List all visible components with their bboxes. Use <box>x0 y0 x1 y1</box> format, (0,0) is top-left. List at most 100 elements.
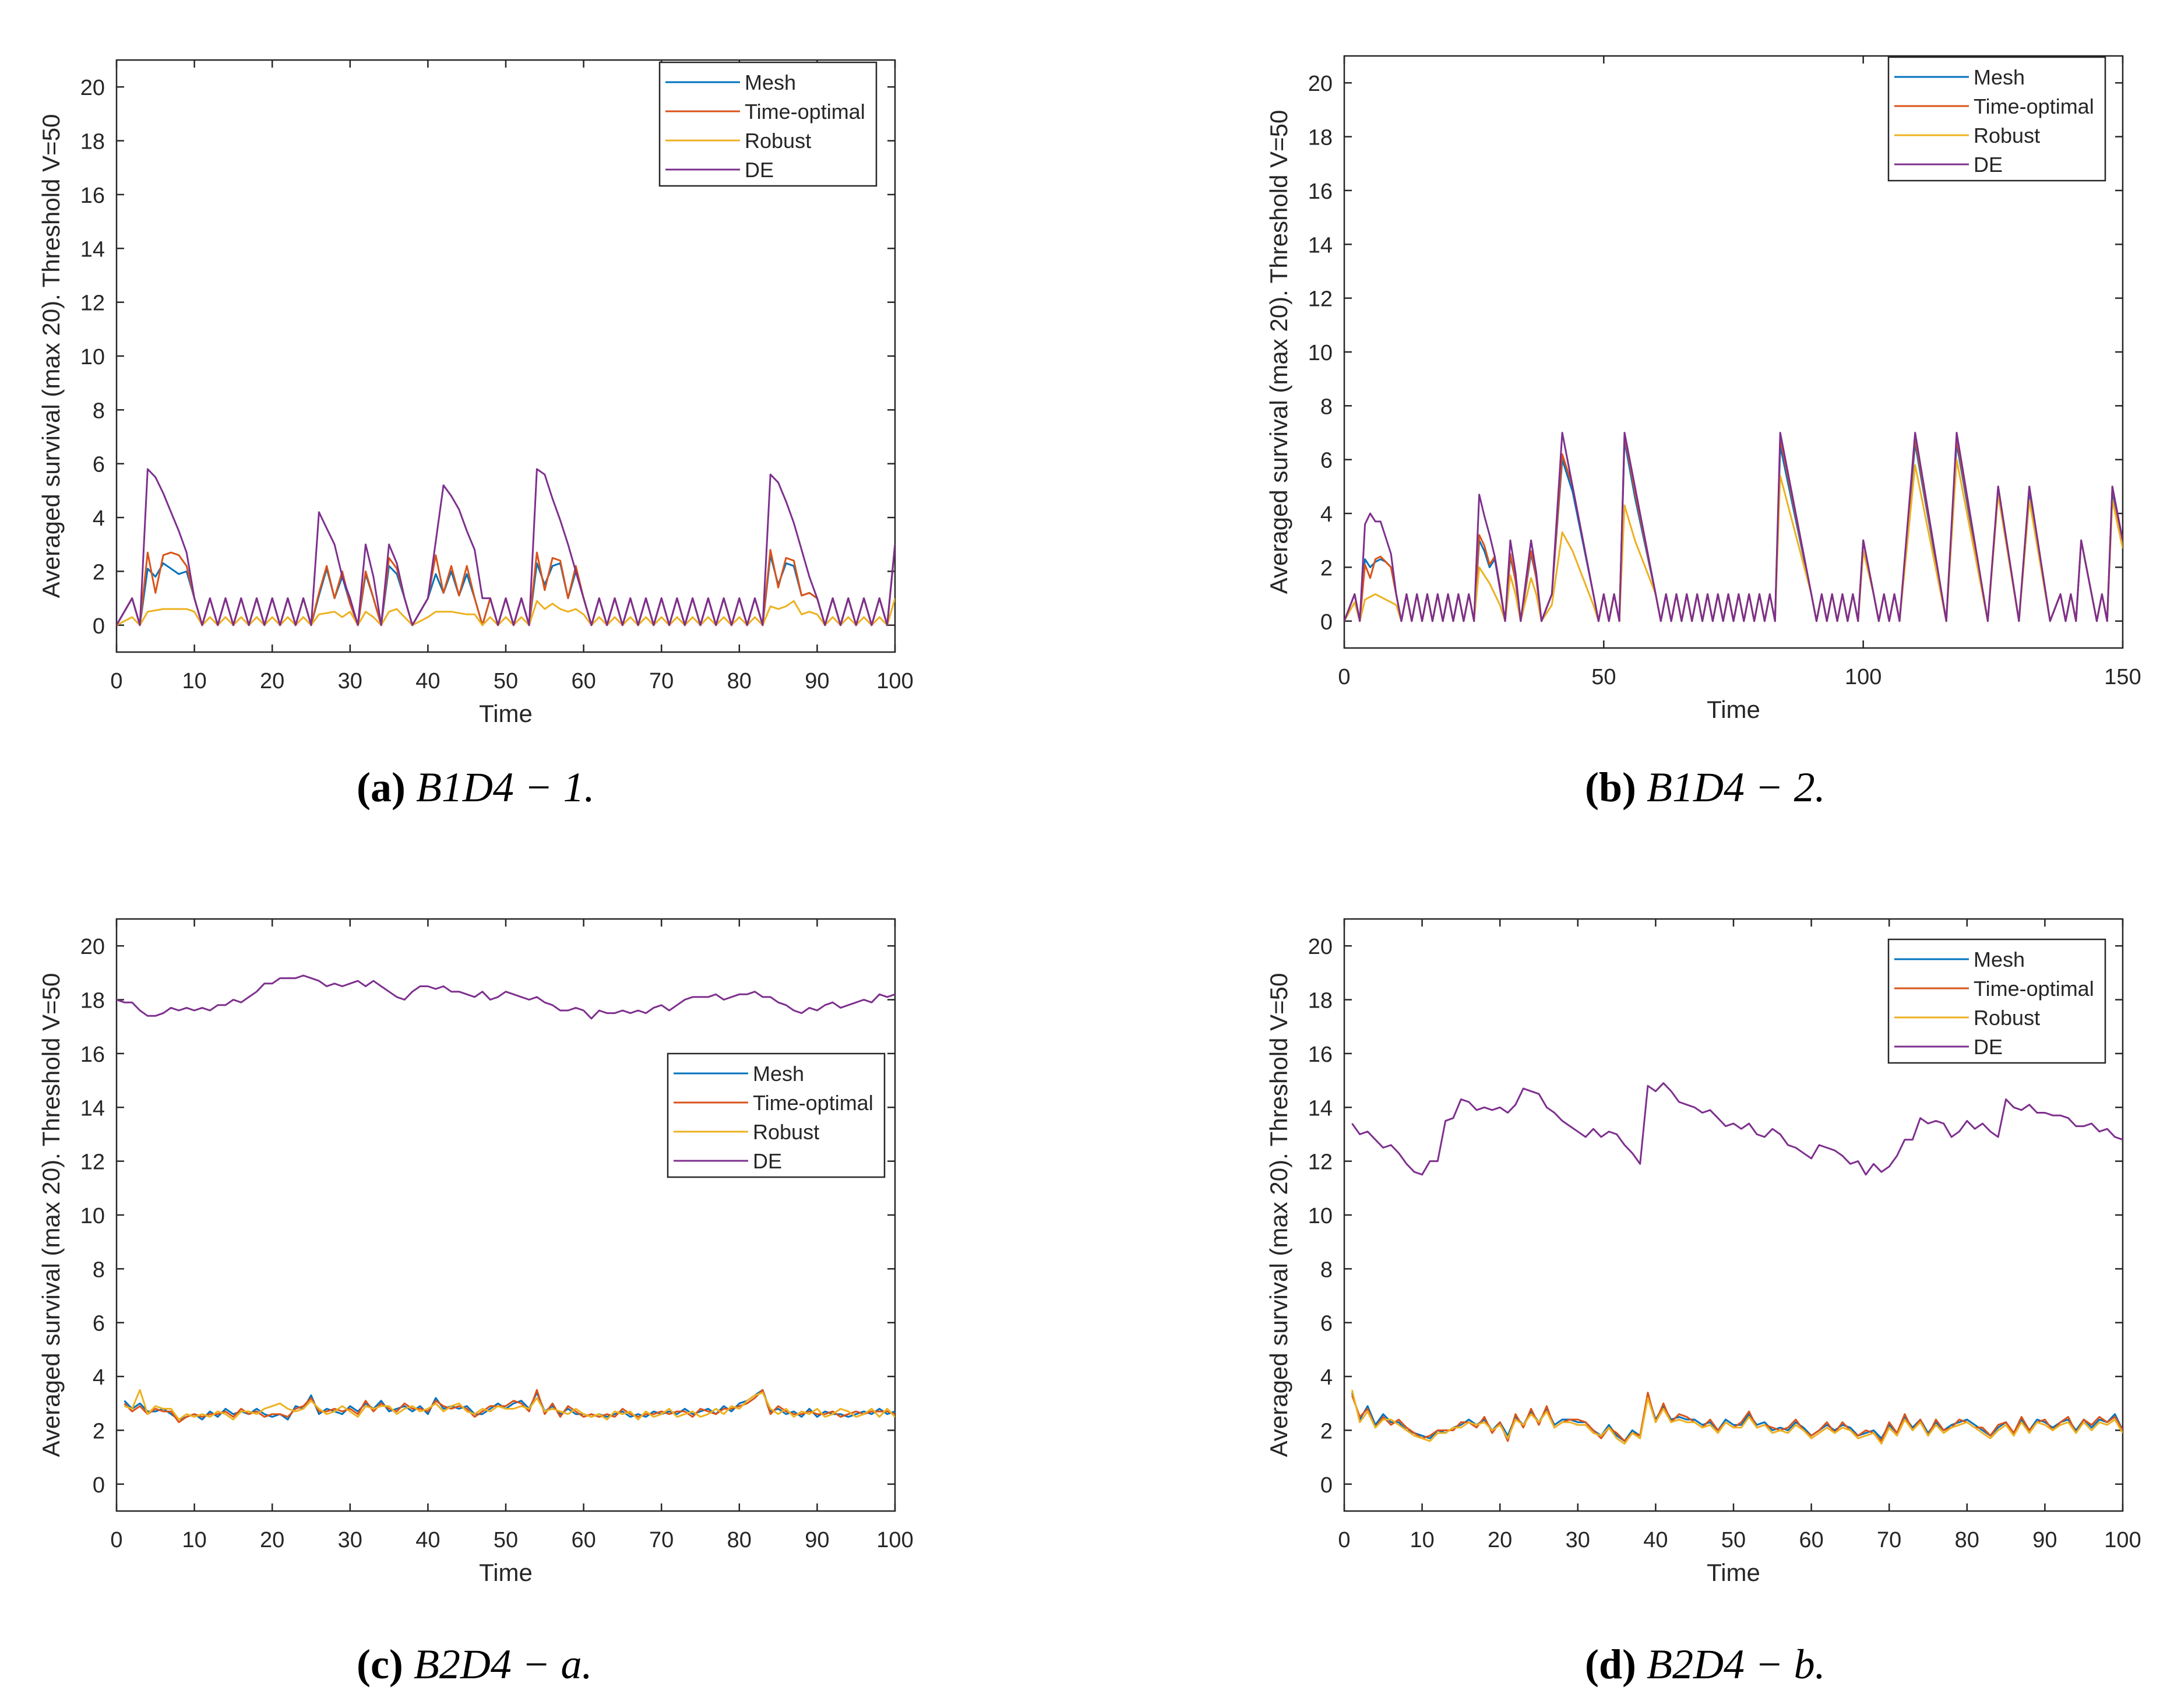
x-tick-label-c-9: 90 <box>805 1528 829 1552</box>
y-tick-label-c-4: 8 <box>93 1258 105 1282</box>
y-tick-label-b-2: 4 <box>1320 502 1333 527</box>
x-tick-label-d-5: 50 <box>1721 1528 1746 1552</box>
x-axis-label-d: Time <box>1707 1559 1760 1586</box>
legend-label-a-3: DE <box>745 158 774 182</box>
x-tick-label-c-6: 60 <box>571 1528 596 1552</box>
y-tick-label-c-7: 14 <box>80 1096 105 1121</box>
caption-d-text: B2D4 − b. <box>1647 1641 1826 1688</box>
legend-label-d-2: Robust <box>1974 1006 2040 1030</box>
legend-label-c-1: Time-optimal <box>753 1091 873 1115</box>
caption-a-text: B1D4 − 1. <box>415 764 595 811</box>
x-tick-label-a-1: 10 <box>182 669 206 693</box>
x-tick-label-d-9: 90 <box>2032 1528 2057 1552</box>
x-tick-label-d-7: 70 <box>1877 1528 1901 1552</box>
y-tick-label-b-1: 2 <box>1320 556 1333 580</box>
legend-label-c-2: Robust <box>753 1120 819 1144</box>
series-line-a-robust <box>117 598 895 626</box>
legend-label-d-0: Mesh <box>1974 948 2025 971</box>
x-axis-label-b: Time <box>1707 696 1760 723</box>
y-tick-label-b-3: 6 <box>1320 449 1333 473</box>
x-tick-label-a-6: 60 <box>571 669 596 693</box>
x-tick-label-c-10: 100 <box>876 1528 913 1552</box>
series-group-d <box>1351 1082 2123 1445</box>
caption-d: (d) B2D4 − b. <box>1585 1640 1826 1689</box>
x-tick-label-a-7: 70 <box>649 669 674 693</box>
caption-b: (b) B1D4 − 2. <box>1585 763 1826 812</box>
y-tick-label-c-0: 0 <box>93 1473 105 1498</box>
y-tick-label-d-2: 4 <box>1320 1365 1333 1390</box>
x-tick-label-c-5: 50 <box>494 1528 518 1552</box>
x-axis-label-a: Time <box>479 700 533 727</box>
legend-a: Mesh Time-optimal Robust DE <box>658 61 878 187</box>
y-tick-label-c-1: 2 <box>93 1419 105 1443</box>
y-tick-label-c-2: 4 <box>93 1365 105 1390</box>
x-tick-label-b-1: 50 <box>1591 665 1616 689</box>
y-tick-label-d-1: 2 <box>1320 1419 1333 1443</box>
chart-d: 0 10 20 30 40 50 60 70 80 90 100 0 2 4 6 8 10 12 14 16 18 20 T… <box>1265 918 2141 1586</box>
y-tick-label-b-9: 18 <box>1308 126 1333 150</box>
y-tick-label-a-6: 12 <box>80 291 105 316</box>
y-tick-label-a-2: 4 <box>93 506 105 531</box>
chart-a: 0 10 20 30 40 50 60 70 80 90 100 0 2 4 6 8 10 12 14 16 18 20 T… <box>37 59 914 727</box>
x-tick-label-a-8: 80 <box>727 669 752 693</box>
x-tick-label-c-2: 20 <box>260 1528 284 1552</box>
series-line-c-robust <box>124 1389 895 1421</box>
caption-d-label: (d) <box>1585 1641 1636 1688</box>
x-tick-label-b-3: 150 <box>2104 665 2141 689</box>
x-tick-label-a-10: 100 <box>876 669 913 693</box>
x-tick-label-d-0: 0 <box>1338 1528 1350 1552</box>
x-tick-label-a-4: 40 <box>415 669 440 693</box>
series-line-a-de <box>117 468 895 626</box>
caption-b-label: (b) <box>1585 764 1636 811</box>
x-tick-label-a-9: 90 <box>805 669 829 693</box>
x-tick-label-c-3: 30 <box>338 1528 362 1552</box>
y-tick-label-a-3: 6 <box>93 453 105 477</box>
legend-label-a-0: Mesh <box>745 71 796 94</box>
chart-c: 0 10 20 30 40 50 60 70 80 90 100 0 2 4 6 8 10 12 14 16 18 20 T… <box>37 918 914 1586</box>
legend-c: Mesh Time-optimal Robust DE <box>667 1052 886 1178</box>
y-tick-label-a-4: 8 <box>93 399 105 423</box>
x-tick-label-d-1: 10 <box>1410 1528 1434 1552</box>
x-tick-label-c-1: 10 <box>182 1528 206 1552</box>
y-tick-label-a-1: 2 <box>93 560 105 584</box>
x-tick-label-d-10: 100 <box>2104 1528 2141 1552</box>
caption-a: (a) B1D4 − 1. <box>357 763 595 812</box>
x-tick-label-b-2: 100 <box>1845 665 1881 689</box>
x-tick-label-c-4: 40 <box>415 1528 440 1552</box>
x-tick-label-c-7: 70 <box>649 1528 674 1552</box>
x-axis-label-c: Time <box>479 1559 533 1586</box>
series-line-b-de <box>1344 432 2123 622</box>
x-tick-label-a-0: 0 <box>110 669 122 693</box>
y-tick-label-d-7: 14 <box>1308 1096 1333 1121</box>
x-tick-label-a-5: 50 <box>494 669 518 693</box>
x-tick-label-b-0: 0 <box>1338 665 1350 689</box>
x-tick-label-d-8: 80 <box>1955 1528 1979 1552</box>
y-tick-label-b-8: 16 <box>1308 179 1333 204</box>
caption-c: (c) B2D4 − a. <box>357 1640 592 1689</box>
y-tick-label-d-8: 16 <box>1308 1043 1333 1067</box>
caption-a-label: (a) <box>357 764 406 811</box>
legend-label-b-1: Time-optimal <box>1974 94 2094 118</box>
x-tick-label-d-6: 60 <box>1799 1528 1823 1552</box>
plot-area-c <box>115 918 896 1512</box>
y-tick-label-d-3: 6 <box>1320 1312 1333 1336</box>
legend-label-b-0: Mesh <box>1974 65 2025 89</box>
x-tick-label-a-2: 20 <box>260 669 284 693</box>
y-tick-label-b-5: 10 <box>1308 341 1333 365</box>
y-tick-label-d-0: 0 <box>1320 1473 1333 1498</box>
y-tick-label-c-6: 12 <box>80 1150 105 1175</box>
legend-label-b-3: DE <box>1974 153 2003 177</box>
y-tick-label-d-9: 18 <box>1308 989 1333 1013</box>
chart-b: 0 50 100 150 0 2 4 6 8 10 12 14 16 18 20 Time Averaged s… <box>1265 55 2141 723</box>
legend-label-b-2: Robust <box>1974 124 2040 147</box>
y-tick-label-c-9: 18 <box>80 989 105 1013</box>
y-axis-label-a: Averaged survival (max 20). Threshold V=… <box>37 114 65 598</box>
x-tick-label-d-4: 40 <box>1643 1528 1668 1552</box>
x-tick-label-d-3: 30 <box>1566 1528 1590 1552</box>
series-group-b <box>1344 432 2123 622</box>
legend-label-d-1: Time-optimal <box>1974 977 2094 1001</box>
caption-b-text: B1D4 − 2. <box>1647 764 1826 811</box>
y-axis-label-d: Averaged survival (max 20). Threshold V=… <box>1265 973 1292 1457</box>
legend-label-a-1: Time-optimal <box>745 100 865 124</box>
